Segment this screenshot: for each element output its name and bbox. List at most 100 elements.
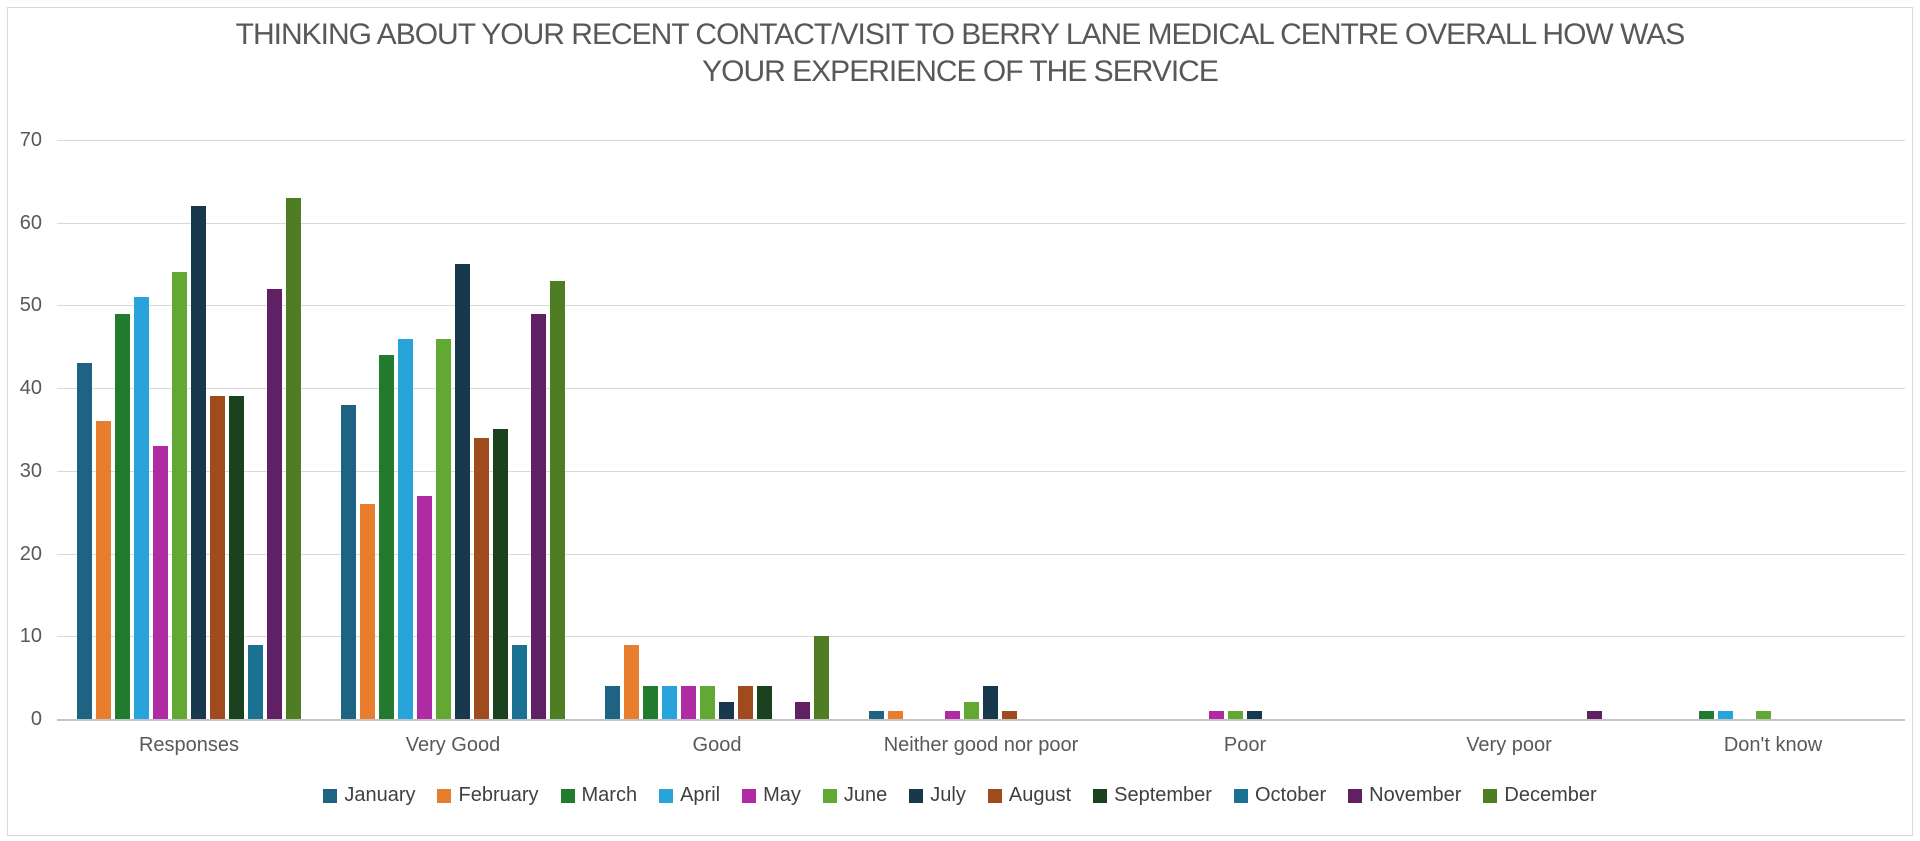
bar-october-responses (248, 645, 263, 719)
y-tick-label-60: 60 (19, 211, 42, 234)
bar-may-neither-good-nor-poor (945, 711, 960, 719)
bar-march-good (643, 686, 658, 719)
bar-november-very-poor (1587, 711, 1602, 719)
legend-swatch-icon-december (1483, 788, 1498, 803)
bar-may-good (681, 686, 696, 719)
bar-july-very-good (455, 264, 470, 719)
y-tick-label-30: 30 (19, 459, 42, 482)
legend-swatch-icon-august (987, 788, 1002, 803)
bar-group-neither-good-nor-poor (849, 140, 1113, 719)
x-category-label-very-poor: Very poor (1466, 734, 1552, 756)
legend-swatch-icon-march (560, 788, 575, 803)
legend-label-december: December (1504, 784, 1597, 806)
bar-april-very-good (398, 339, 413, 719)
bar-july-poor (1247, 711, 1262, 719)
legend-label-may: May (763, 784, 801, 806)
bar-august-good (738, 686, 753, 719)
legend-swatch-icon-june (822, 788, 837, 803)
bar-may-poor (1209, 711, 1224, 719)
bar-april-don-t-know (1718, 711, 1733, 719)
bar-june-don-t-know (1756, 711, 1771, 719)
x-category-label-neither-good-nor-poor: Neither good nor poor (883, 734, 1079, 756)
bar-march-very-good (379, 355, 394, 719)
bar-february-neither-good-nor-poor (888, 711, 903, 719)
chart-title: THINKING ABOUT YOUR RECENT CONTACT/VISIT… (0, 16, 1920, 90)
bar-may-responses (153, 446, 168, 719)
bar-may-very-good (417, 496, 432, 719)
legend-label-march: March (581, 784, 638, 806)
bar-june-poor (1228, 711, 1243, 719)
bar-group-don-t-know (1641, 140, 1905, 719)
bar-march-don-t-know (1699, 711, 1714, 719)
gridline-10 (57, 636, 1905, 638)
legend-item-january: January (323, 784, 415, 807)
bar-july-responses (191, 206, 206, 719)
bar-february-very-good (360, 504, 375, 719)
legend-label-october: October (1254, 784, 1327, 806)
y-tick-label-10: 10 (19, 625, 42, 648)
legend-item-october: October (1233, 784, 1327, 807)
bar-june-very-good (436, 339, 451, 719)
bar-june-good (700, 686, 715, 719)
legend-item-september: September (1093, 784, 1212, 807)
x-category-label-poor: Poor (1223, 734, 1267, 756)
y-tick-label-40: 40 (19, 377, 42, 400)
legend-item-november: November (1348, 784, 1461, 807)
legend-label-august: August (1008, 784, 1072, 806)
legend-label-january: January (344, 784, 416, 806)
legend-swatch-icon-october (1233, 788, 1248, 803)
legend-swatch-icon-february (437, 788, 452, 803)
x-category-label-don-t-know: Don't know (1723, 734, 1823, 756)
bar-december-very-good (550, 281, 565, 719)
bar-december-good (814, 636, 829, 719)
legend: January February March April May June July Augu… (0, 784, 1920, 807)
bar-group-very-poor (1377, 140, 1641, 719)
bar-january-responses (77, 363, 92, 719)
bar-july-good (719, 702, 734, 719)
bar-group-poor (1113, 140, 1377, 719)
bar-group-very-good (321, 140, 585, 719)
legend-item-june: June (822, 784, 888, 807)
chart-frame (7, 7, 1913, 836)
legend-swatch-icon-may (742, 788, 757, 803)
gridline-60 (57, 222, 1905, 224)
legend-item-may: May (742, 784, 801, 807)
bar-september-very-good (493, 429, 508, 719)
bar-august-very-good (474, 438, 489, 719)
bar-january-good (605, 686, 620, 719)
x-category-label-good: Good (692, 734, 742, 756)
legend-item-july: July (909, 784, 966, 807)
bar-april-good (662, 686, 677, 719)
legend-label-november: November (1369, 784, 1462, 806)
legend-swatch-icon-july (909, 788, 924, 803)
bar-october-very-good (512, 645, 527, 719)
legend-swatch-icon-september (1093, 788, 1108, 803)
legend-swatch-icon-november (1348, 788, 1363, 803)
bar-november-responses (267, 289, 282, 719)
legend-item-march: March (560, 784, 638, 807)
legend-label-september: September (1114, 784, 1212, 806)
legend-label-june: June (843, 784, 888, 806)
legend-item-april: April (659, 784, 720, 807)
bar-june-neither-good-nor-poor (964, 702, 979, 719)
gridline-40 (57, 388, 1905, 390)
legend-item-december: December (1483, 784, 1597, 807)
x-axis: Responses Very Good Good Neither good nor p… (57, 734, 1905, 757)
gridline-20 (57, 553, 1905, 555)
gridline-70 (57, 140, 1905, 141)
legend-item-february: February (437, 784, 539, 807)
y-tick-label-20: 20 (19, 542, 42, 565)
bar-group-responses (57, 140, 321, 719)
bar-february-good (624, 645, 639, 719)
legend-swatch-icon-april (659, 788, 674, 803)
bar-december-responses (286, 198, 301, 719)
legend-item-august: August (987, 784, 1072, 807)
bar-july-neither-good-nor-poor (983, 686, 998, 719)
bar-november-good (795, 702, 810, 719)
bar-november-very-good (531, 314, 546, 719)
gridline-30 (57, 470, 1905, 472)
bar-group-good (585, 140, 849, 719)
bar-august-responses (210, 396, 225, 719)
x-category-label-responses: Responses (138, 734, 240, 756)
bar-march-responses (115, 314, 130, 719)
